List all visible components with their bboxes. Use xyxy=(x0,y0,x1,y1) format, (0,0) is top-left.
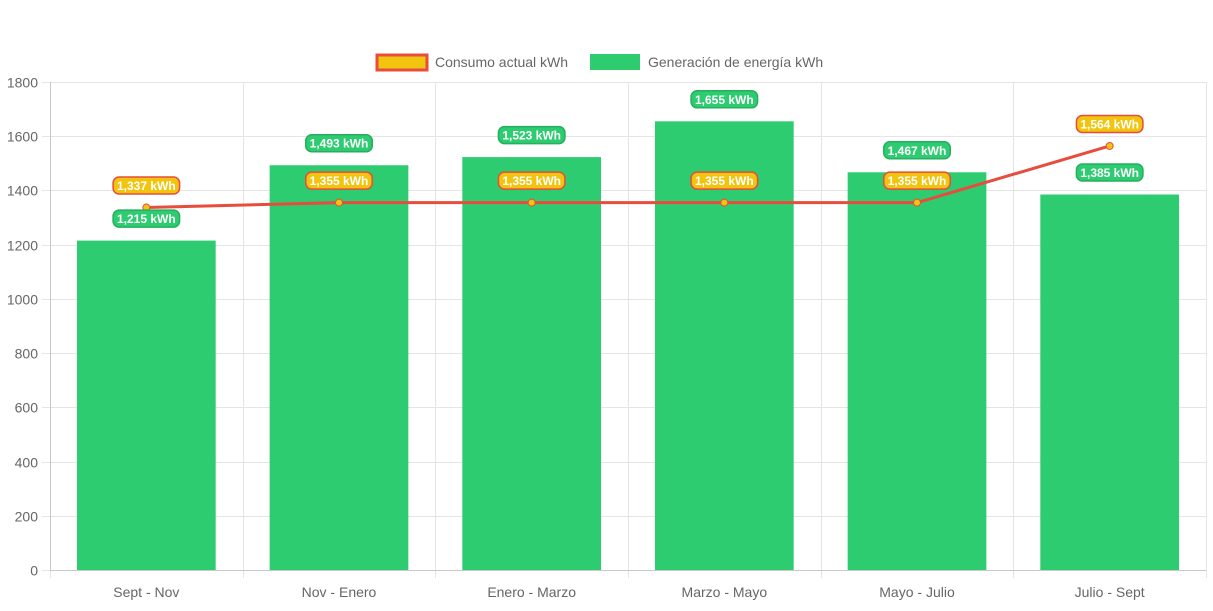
data-label-generacion: 1,493 kWh xyxy=(305,133,373,153)
bar-generacion[interactable] xyxy=(1040,194,1180,570)
grid-layer xyxy=(42,82,1207,578)
x-tick-label: Mayo - Julio xyxy=(879,584,955,600)
data-label-generacion-text: 1,655 kWh xyxy=(695,93,754,107)
legend-swatch-consumo xyxy=(375,53,429,72)
x-tick-label: Julio - Sept xyxy=(1075,584,1145,600)
data-label-generacion-text: 1,467 kWh xyxy=(888,144,947,158)
data-label-consumo-text: 1,355 kWh xyxy=(310,174,369,188)
data-label-generacion-text: 1,523 kWh xyxy=(502,129,561,143)
legend-item-generacion[interactable]: Generación de energía kWh xyxy=(590,54,823,70)
data-label-consumo-text: 1,355 kWh xyxy=(888,174,947,188)
bar-generacion[interactable] xyxy=(269,165,409,570)
line-consumo xyxy=(146,144,1111,210)
data-label-generacion: 1,215 kWh xyxy=(112,209,181,228)
data-label-generacion-text: 1,215 kWh xyxy=(117,212,176,226)
data-label-generacion-bg xyxy=(305,133,373,153)
y-tick-label: 0 xyxy=(30,563,38,579)
y-tick-label: 1000 xyxy=(7,292,38,308)
bar-generacion[interactable] xyxy=(76,240,216,570)
legend-label-generacion: Generación de energía kWh xyxy=(648,54,823,70)
y-tick-label: 800 xyxy=(15,346,39,362)
data-label-generacion: 1,467 kWh xyxy=(883,141,951,160)
legend-swatch-generacion xyxy=(590,54,640,70)
data-label-consumo: 1,564 kWh xyxy=(1075,114,1144,134)
data-label-generacion-bg xyxy=(112,209,181,228)
y-tick-label: 200 xyxy=(15,509,39,525)
bar-generacion[interactable] xyxy=(462,157,602,570)
legend-item-consumo[interactable]: Consumo actual kWh xyxy=(375,53,568,72)
legend-label-consumo: Consumo actual kWh xyxy=(435,54,568,70)
point-consumo[interactable] xyxy=(1105,141,1114,150)
data-label-consumo: 1,355 kWh xyxy=(305,171,373,190)
data-label-consumo: 1,355 kWh xyxy=(497,171,566,190)
y-tick-label: 1200 xyxy=(7,238,38,254)
data-label-consumo-bg xyxy=(112,176,181,195)
data-label-generacion: 1,523 kWh xyxy=(497,125,566,145)
y-tick-label: 600 xyxy=(15,400,39,416)
data-label-consumo: 1,355 kWh xyxy=(690,171,759,190)
y-tick-label: 400 xyxy=(15,455,39,471)
y-tick-label: 1800 xyxy=(7,75,38,91)
data-label-consumo-text: 1,355 kWh xyxy=(502,174,561,188)
x-tick-label: Enero - Marzo xyxy=(487,584,576,600)
bar-generacion[interactable] xyxy=(654,121,794,571)
axis-layer: 0 200 400 600 800 1000 1200 1400 1600 1800 Sept - … xyxy=(7,75,1206,600)
data-labels-layer: 1,215 kWh 1,493 kWh 1,523 kWh 1,655 kWh 1,46… xyxy=(112,90,1144,228)
y-tick-label: 1400 xyxy=(7,183,38,199)
x-tick-label: Sept - Nov xyxy=(113,584,179,600)
data-label-generacion-text: 1,385 kWh xyxy=(1080,166,1139,180)
data-label-consumo: 1,337 kWh xyxy=(112,176,181,195)
bars-layer xyxy=(76,121,1180,571)
point-consumo[interactable] xyxy=(527,198,536,207)
data-label-consumo-text: 1,564 kWh xyxy=(1080,117,1139,131)
data-label-consumo-bg xyxy=(1075,114,1144,134)
data-label-consumo-text: 1,337 kWh xyxy=(117,179,176,193)
x-tick-label: Marzo - Mayo xyxy=(682,584,768,600)
legend[interactable]: Consumo actual kWh Generación de energía … xyxy=(375,53,823,72)
data-label-generacion-bg xyxy=(690,90,759,109)
data-label-generacion: 1,655 kWh xyxy=(690,90,759,109)
bar-generacion[interactable] xyxy=(847,172,987,570)
point-consumo[interactable] xyxy=(913,198,921,207)
point-consumo[interactable] xyxy=(720,198,729,207)
data-label-consumo-bg xyxy=(305,171,373,190)
data-label-generacion-bg xyxy=(1075,163,1144,182)
data-label-generacion-bg xyxy=(497,125,566,145)
data-label-generacion: 1,385 kWh xyxy=(1075,163,1144,182)
data-label-consumo-bg xyxy=(690,171,759,190)
data-label-consumo-bg xyxy=(883,171,951,190)
point-consumo[interactable] xyxy=(335,198,343,207)
y-tick-label: 1600 xyxy=(7,129,38,145)
data-label-consumo-bg xyxy=(497,171,566,190)
data-label-generacion-bg xyxy=(883,141,951,160)
data-label-consumo-text: 1,355 kWh xyxy=(695,174,754,188)
data-label-generacion-text: 1,493 kWh xyxy=(310,137,369,151)
data-label-consumo: 1,355 kWh xyxy=(883,171,951,190)
x-tick-label: Nov - Enero xyxy=(302,584,377,600)
